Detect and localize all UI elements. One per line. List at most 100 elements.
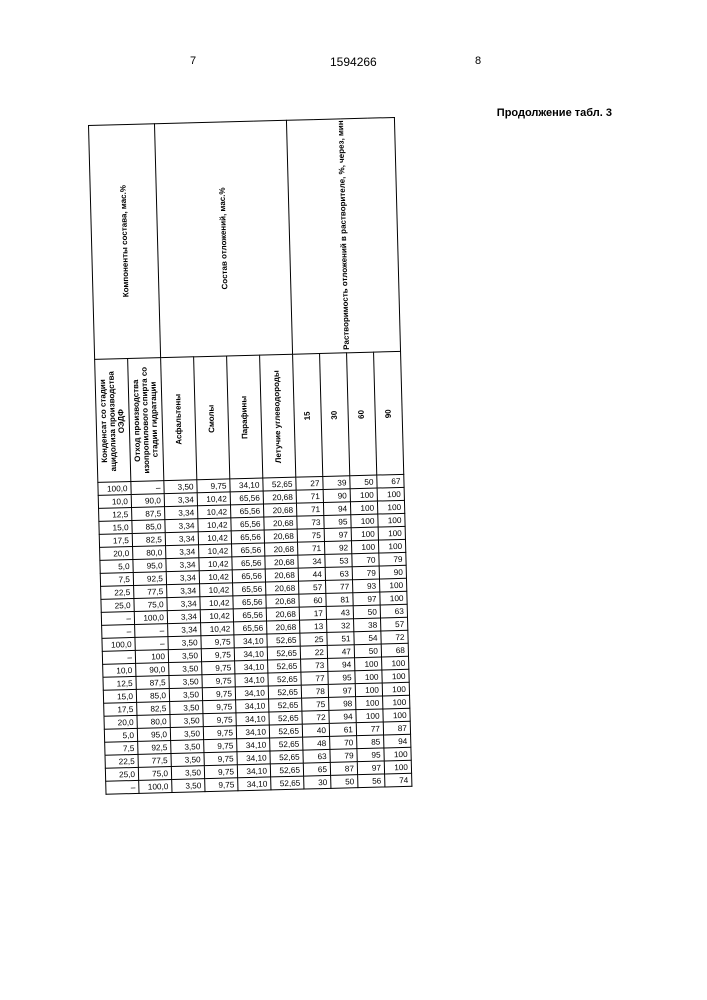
table-cell: 3,34 xyxy=(167,597,200,611)
table-cell: 50 xyxy=(350,476,377,490)
table-cell: 10,0 xyxy=(98,495,131,509)
table-cell: 5,0 xyxy=(104,729,137,743)
table-cell: 20,0 xyxy=(104,716,137,730)
table-cell: 100 xyxy=(378,540,405,554)
table-cell: 100 xyxy=(355,670,382,684)
table-cell: 3,34 xyxy=(165,506,198,520)
table-cell: 3,50 xyxy=(171,753,204,767)
table-cell: 97 xyxy=(357,761,384,775)
table-cell: 9,75 xyxy=(201,648,234,662)
table-cell: 39 xyxy=(323,476,350,490)
col-group-solubility: Растворимость отложений в растворителе, … xyxy=(286,117,400,354)
table-cell: 34,10 xyxy=(238,777,271,791)
table-cell: 63 xyxy=(380,605,407,619)
table-cell: 9,75 xyxy=(203,726,236,740)
table-cell: 77,5 xyxy=(138,754,171,768)
table-cell: – xyxy=(135,637,168,651)
col-letuchie: Летучие углеводороды xyxy=(260,355,296,479)
table-cell: 3,34 xyxy=(166,545,199,559)
data-table-wrap: Компоненты состава, мас.% Состав отложен… xyxy=(88,117,412,795)
table-cell: 90 xyxy=(379,566,406,580)
page-col-right: 8 xyxy=(475,55,481,67)
table-cell: 71 xyxy=(298,542,325,556)
table-cell: 92,5 xyxy=(133,572,166,586)
table-cell: 71 xyxy=(296,490,323,504)
table-cell: 77 xyxy=(356,722,383,736)
table-cell: 20,68 xyxy=(263,491,296,505)
table-cell: 17,5 xyxy=(99,534,132,548)
table-cell: – xyxy=(102,625,135,639)
table-cell: 9,75 xyxy=(205,778,238,792)
table-cell: 95,0 xyxy=(133,559,166,573)
table-cell: 61 xyxy=(329,723,356,737)
table-cell: 25,0 xyxy=(105,768,138,782)
table-cell: 65,56 xyxy=(233,595,266,609)
col-time-15: 15 xyxy=(293,354,323,478)
table-cell: 100 xyxy=(384,748,411,762)
table-cell: 94 xyxy=(384,735,411,749)
table-cell: 100 xyxy=(382,670,409,684)
table-cell: 57 xyxy=(299,581,326,595)
table-cell: – xyxy=(102,651,135,665)
table-cell: 3,50 xyxy=(169,688,202,702)
table-cell: 20,68 xyxy=(265,569,298,583)
table-cell: 52,65 xyxy=(269,725,302,739)
table-cell: 85 xyxy=(357,735,384,749)
table-cell: 94 xyxy=(329,710,356,724)
table-cell: 53 xyxy=(325,554,352,568)
page-col-left: 7 xyxy=(190,55,196,67)
table-cell: 20,0 xyxy=(100,547,133,561)
table-cell: 94 xyxy=(323,502,350,516)
table-cell: 54 xyxy=(354,631,381,645)
table-cell: 34,10 xyxy=(234,634,267,648)
table-cell: 7,5 xyxy=(105,742,138,756)
table-cell: 34,10 xyxy=(235,686,268,700)
table-cell: 3,34 xyxy=(167,584,200,598)
table-cell: 10,42 xyxy=(201,622,234,636)
table-cell: 73 xyxy=(297,516,324,530)
table-cell: 7,5 xyxy=(100,573,133,587)
table-cell: 65,56 xyxy=(233,582,266,596)
table-cell: 100 xyxy=(378,514,405,528)
table-cell: 10,42 xyxy=(198,518,231,532)
table-cell: 85,0 xyxy=(132,520,165,534)
table-cell: 43 xyxy=(326,606,353,620)
table-cell: 25,0 xyxy=(101,599,134,613)
table-cell: 52,65 xyxy=(268,673,301,687)
table-cell: 20,68 xyxy=(265,556,298,570)
table-cell: 3,34 xyxy=(166,571,199,585)
table-cell: 87,5 xyxy=(136,676,169,690)
table-cell: 9,75 xyxy=(203,700,236,714)
table-cell: 100 xyxy=(350,489,377,503)
table-cell: 9,75 xyxy=(202,661,235,675)
table-cell: 32 xyxy=(327,619,354,633)
table-cell: 20,68 xyxy=(267,621,300,635)
table-cell: 94 xyxy=(328,658,355,672)
table-cell: 10,42 xyxy=(198,505,231,519)
table-cell: 95,0 xyxy=(137,728,170,742)
table-cell: 3,34 xyxy=(168,623,201,637)
table-cell: 3,50 xyxy=(170,727,203,741)
table-cell: 50 xyxy=(354,644,381,658)
col-asfalteny: Асфальтены xyxy=(161,357,197,481)
table-cell: 100,0 xyxy=(134,611,167,625)
table-cell: 100 xyxy=(378,527,405,541)
table-cell: 100 xyxy=(135,650,168,664)
table-cell: 3,50 xyxy=(172,779,205,793)
table-cell: 20,68 xyxy=(266,582,299,596)
col-time-90: 90 xyxy=(374,352,404,476)
table-cell: 97 xyxy=(328,684,355,698)
table-cell: 80,0 xyxy=(137,715,170,729)
table-cell: 87,5 xyxy=(132,507,165,521)
table-cell: 47 xyxy=(327,645,354,659)
table-cell: 100,0 xyxy=(98,482,131,496)
table-cell: 20,68 xyxy=(265,543,298,557)
table-cell: 22 xyxy=(300,646,327,660)
table-cell: 100 xyxy=(383,709,410,723)
table-cell: 15,0 xyxy=(99,521,132,535)
table-cell: 63 xyxy=(325,567,352,581)
table-cell: 90,0 xyxy=(131,494,164,508)
table-cell: 68 xyxy=(381,644,408,658)
table-cell: 3,50 xyxy=(168,636,201,650)
col-group-components: Компоненты состава, мас.% xyxy=(89,124,161,360)
